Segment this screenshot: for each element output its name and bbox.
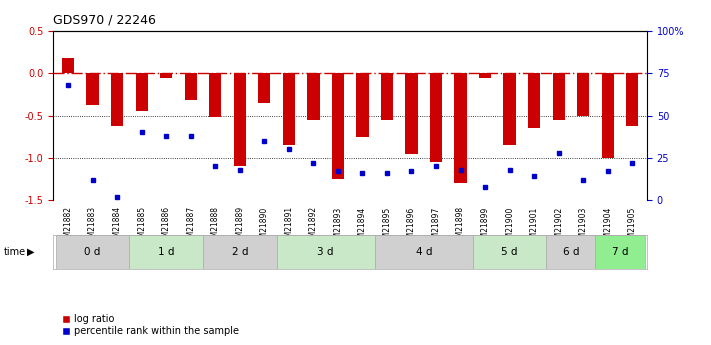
Bar xyxy=(454,73,466,183)
Bar xyxy=(528,73,540,128)
Bar xyxy=(552,73,565,120)
Text: 0 d: 0 d xyxy=(85,247,101,257)
Bar xyxy=(332,73,344,179)
Bar xyxy=(547,235,596,269)
Bar xyxy=(185,73,197,100)
Text: 5 d: 5 d xyxy=(501,247,518,257)
Bar xyxy=(62,58,74,73)
Text: 3 d: 3 d xyxy=(317,247,334,257)
Bar xyxy=(356,73,368,137)
Bar xyxy=(234,73,246,166)
Bar xyxy=(479,73,491,78)
Bar xyxy=(381,73,393,120)
Bar xyxy=(136,73,148,111)
Bar xyxy=(203,235,277,269)
Bar xyxy=(283,73,295,145)
Text: 4 d: 4 d xyxy=(415,247,432,257)
Bar xyxy=(277,235,375,269)
Bar xyxy=(375,235,473,269)
Bar xyxy=(160,73,172,78)
Bar xyxy=(626,73,638,126)
Bar xyxy=(596,235,645,269)
Bar xyxy=(209,73,221,117)
Text: ▶: ▶ xyxy=(27,247,35,257)
Text: 7 d: 7 d xyxy=(611,247,629,257)
Bar xyxy=(111,73,123,126)
Bar xyxy=(129,235,203,269)
Bar xyxy=(87,73,99,106)
Text: 6 d: 6 d xyxy=(562,247,579,257)
Bar xyxy=(258,73,270,103)
Bar xyxy=(577,73,589,116)
Text: 2 d: 2 d xyxy=(232,247,248,257)
Bar xyxy=(602,73,614,158)
Text: 1 d: 1 d xyxy=(158,247,174,257)
Text: GDS970 / 22246: GDS970 / 22246 xyxy=(53,14,156,27)
Bar xyxy=(503,73,515,145)
Legend: log ratio, percentile rank within the sample: log ratio, percentile rank within the sa… xyxy=(58,310,242,340)
Text: time: time xyxy=(4,247,26,257)
Bar xyxy=(430,73,442,162)
Bar xyxy=(55,235,129,269)
Bar xyxy=(307,73,319,120)
Bar xyxy=(405,73,417,154)
Bar xyxy=(473,235,547,269)
